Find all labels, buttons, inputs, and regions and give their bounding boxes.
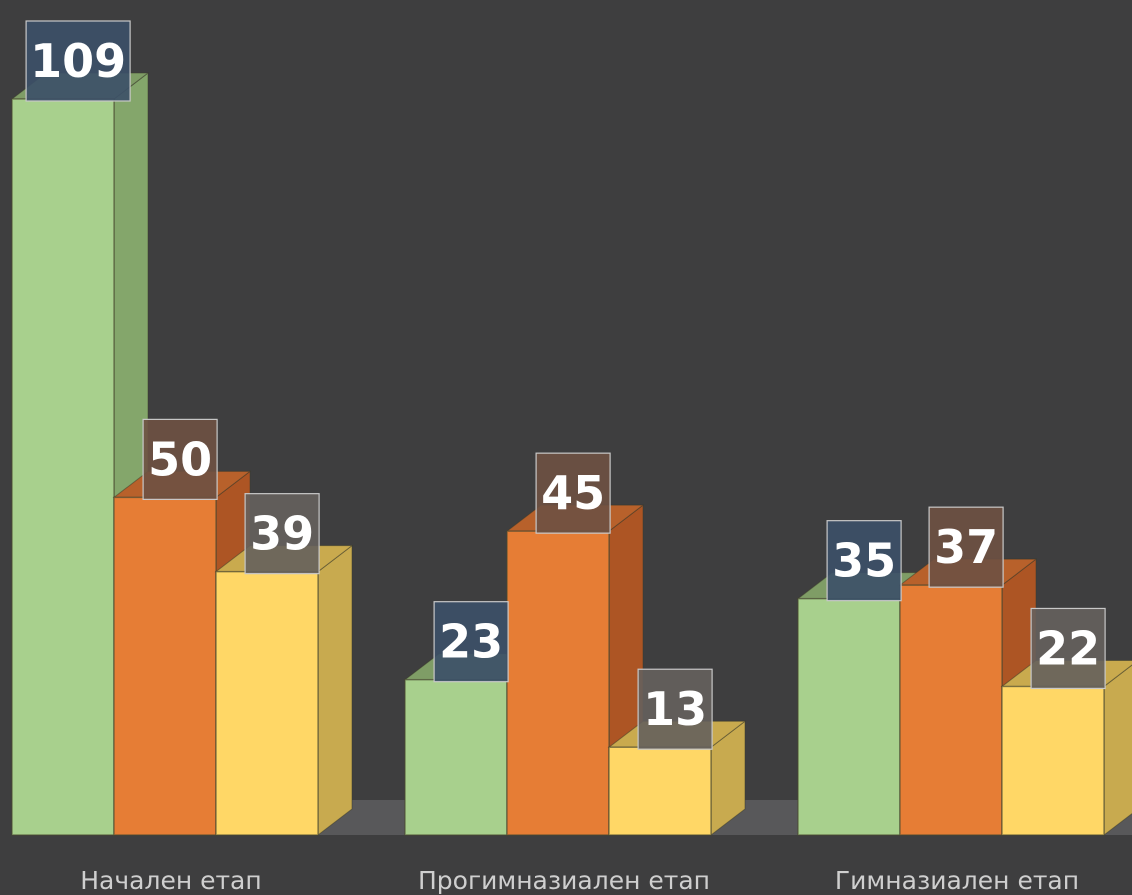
data-label: 45 [535, 452, 611, 534]
data-label: 109 [25, 20, 131, 102]
data-label-box [433, 601, 509, 683]
data-label-text: 13 [643, 682, 707, 736]
bar-front [11, 98, 115, 836]
bar-front [899, 584, 1003, 836]
bar-front [506, 530, 610, 836]
data-label-text: 23 [439, 615, 503, 669]
bar-front [113, 496, 217, 836]
bar-front [404, 678, 508, 836]
data-label-box [928, 506, 1004, 588]
data-label-text: 39 [250, 507, 314, 561]
data-label-text: 45 [541, 466, 605, 520]
data-label: 50 [142, 418, 218, 500]
data-label-box [1030, 607, 1106, 690]
category-label-progimnazialen: Прогимназиален етап [418, 866, 710, 895]
bar-0-2 [214, 544, 354, 837]
data-label-text: 50 [148, 432, 212, 486]
bar-1-1 [505, 504, 645, 837]
data-label: 37 [928, 506, 1004, 588]
data-label-box [535, 452, 611, 534]
bar-front [608, 746, 712, 836]
data-label-text: 22 [1036, 621, 1100, 675]
data-label-box [142, 418, 218, 500]
data-label-box [244, 493, 320, 575]
data-label: 23 [433, 601, 509, 683]
data-label-text: 35 [832, 534, 896, 588]
data-label-text: 109 [30, 34, 126, 88]
data-labels-layer: 109 50 39 23 45 13 35 37 22 [25, 20, 1106, 750]
bar-front [797, 597, 901, 836]
data-label-box [826, 520, 902, 602]
category-label-gimnazialen: Гимназиален етап [834, 866, 1080, 895]
bar-side [317, 544, 353, 837]
data-label: 35 [826, 520, 902, 602]
bar-front [215, 570, 319, 836]
bar-side [1103, 664, 1132, 837]
data-label-text: 37 [934, 520, 998, 574]
data-label: 22 [1030, 607, 1106, 690]
bars-layer [10, 71, 1132, 837]
bar-front [1001, 685, 1105, 836]
data-label-box [25, 20, 131, 102]
data-label: 13 [637, 668, 713, 750]
data-label: 39 [244, 493, 320, 575]
data-label-box [637, 668, 713, 750]
category-label-nachalen: Начален етап [80, 866, 262, 895]
